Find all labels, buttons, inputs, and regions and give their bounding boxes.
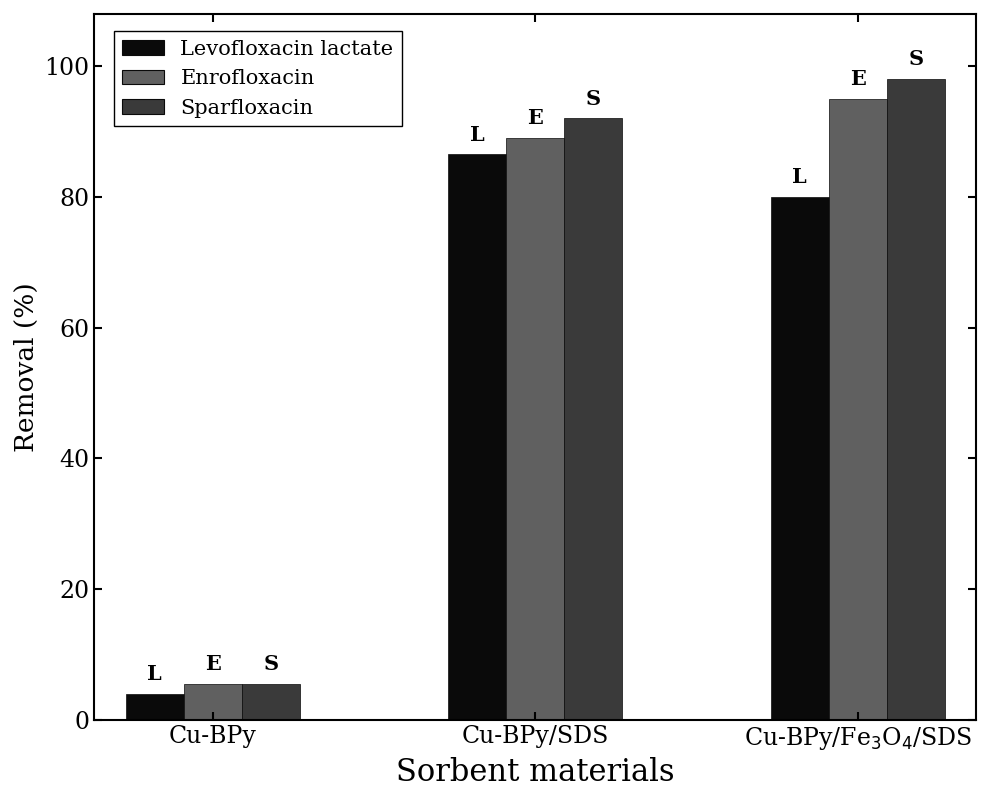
Text: S: S xyxy=(586,89,601,108)
Y-axis label: Removal (%): Removal (%) xyxy=(14,282,39,452)
Bar xyxy=(771,196,829,719)
Bar xyxy=(829,99,887,719)
Text: L: L xyxy=(792,167,807,187)
Bar xyxy=(126,694,184,719)
Text: E: E xyxy=(850,69,866,89)
Text: S: S xyxy=(263,654,278,674)
Bar xyxy=(184,684,242,719)
Bar xyxy=(564,119,622,719)
Bar xyxy=(887,79,945,719)
Bar xyxy=(506,138,564,719)
Text: L: L xyxy=(147,664,162,684)
Legend: Levofloxacin lactate, Enrofloxacin, Sparfloxacin: Levofloxacin lactate, Enrofloxacin, Spar… xyxy=(114,31,402,126)
Bar xyxy=(242,684,300,719)
Text: S: S xyxy=(908,50,923,70)
X-axis label: Sorbent materials: Sorbent materials xyxy=(396,757,675,788)
Text: E: E xyxy=(205,654,221,674)
Bar xyxy=(448,155,506,719)
Text: L: L xyxy=(470,124,485,144)
Text: E: E xyxy=(527,108,543,128)
